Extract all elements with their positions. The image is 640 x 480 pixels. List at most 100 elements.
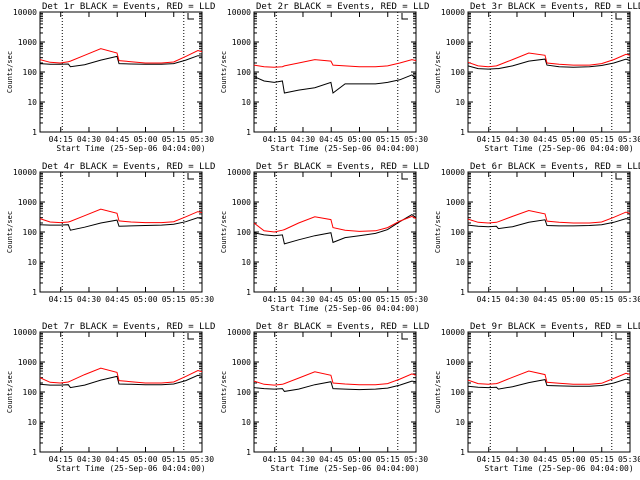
y-tick-label: 10000 bbox=[13, 8, 37, 17]
x-tick-label: 05:15 bbox=[590, 295, 614, 304]
x-tick-label: 05:30 bbox=[190, 135, 214, 144]
y-tick-label: 1000 bbox=[232, 38, 251, 47]
time-bracket-marker bbox=[401, 173, 408, 180]
y-tick-label: 1 bbox=[460, 448, 465, 457]
x-tick-label: 04:45 bbox=[319, 135, 343, 144]
plot-frame bbox=[253, 331, 417, 453]
y-tick-label: 1 bbox=[246, 128, 251, 137]
x-tick-label: 04:45 bbox=[533, 135, 557, 144]
x-tick-label: 04:45 bbox=[533, 455, 557, 464]
y-tick-label: 1000 bbox=[18, 198, 37, 207]
x-tick-label: 05:00 bbox=[133, 135, 157, 144]
y-tick-label: 10 bbox=[241, 98, 251, 107]
y-tick-label: 1000 bbox=[446, 198, 465, 207]
time-bracket-marker bbox=[187, 333, 194, 340]
y-tick-label: 10000 bbox=[13, 328, 37, 337]
events-series-line bbox=[39, 374, 203, 389]
x-tick-label: 05:00 bbox=[133, 295, 157, 304]
events-series-line bbox=[253, 74, 417, 94]
panel-8: Det 8r BLACK = Events, RED = LLD 1 10 100 10… bbox=[220, 322, 429, 473]
panel-title: Det 8r BLACK = Events, RED = LLD bbox=[256, 322, 429, 332]
events-series-line bbox=[467, 58, 631, 70]
events-series-line bbox=[253, 213, 417, 245]
time-bracket-marker bbox=[615, 173, 622, 180]
x-tick-label: 04:45 bbox=[533, 295, 557, 304]
y-tick-label: 10000 bbox=[441, 8, 465, 17]
y-tick-label: 10000 bbox=[227, 8, 251, 17]
panel-6: Det 6r BLACK = Events, RED = LLD 1 10 100 10… bbox=[434, 162, 640, 304]
y-axis-label: Counts/sec bbox=[220, 211, 228, 253]
time-bracket-marker bbox=[401, 333, 408, 340]
panel-title: Det 1r BLACK = Events, RED = LLD bbox=[42, 2, 215, 12]
y-tick-label: 10 bbox=[241, 258, 251, 267]
panel-title: Det 9r BLACK = Events, RED = LLD bbox=[470, 322, 640, 332]
panel-4: Det 4r BLACK = Events, RED = LLD 1 10 100 10… bbox=[6, 162, 215, 304]
y-tick-label: 10 bbox=[27, 418, 37, 427]
y-axis-label: Counts/sec bbox=[6, 371, 14, 413]
y-tick-label: 100 bbox=[237, 228, 252, 237]
x-tick-label: 05:30 bbox=[404, 455, 428, 464]
lld-series-line bbox=[467, 370, 631, 385]
x-axis-label: Start Time (25-Sep-06 04:04:00) bbox=[484, 464, 633, 473]
x-tick-label: 04:15 bbox=[263, 135, 287, 144]
x-tick-label: 04:45 bbox=[105, 455, 129, 464]
x-tick-label: 05:15 bbox=[590, 135, 614, 144]
x-tick-label: 05:00 bbox=[561, 455, 585, 464]
panel-2: Det 2r BLACK = Events, RED = LLD 1 10 100 10… bbox=[220, 2, 429, 153]
lld-series-line bbox=[39, 367, 203, 384]
y-tick-label: 100 bbox=[237, 388, 252, 397]
y-tick-label: 100 bbox=[237, 68, 252, 77]
y-tick-label: 10000 bbox=[13, 168, 37, 177]
time-bracket-marker bbox=[615, 13, 622, 20]
y-axis-label: Counts/sec bbox=[6, 51, 14, 93]
plot-frame bbox=[39, 331, 203, 453]
x-tick-label: 04:15 bbox=[263, 455, 287, 464]
lld-series-line bbox=[467, 52, 631, 68]
y-tick-label: 10 bbox=[241, 418, 251, 427]
x-tick-label: 04:15 bbox=[49, 455, 73, 464]
y-tick-label: 100 bbox=[451, 228, 466, 237]
y-tick-label: 1 bbox=[246, 288, 251, 297]
panel-title: Det 7r BLACK = Events, RED = LLD bbox=[42, 322, 215, 332]
y-tick-label: 10 bbox=[455, 258, 465, 267]
panel-5: Det 5r BLACK = Events, RED = LLD 1 10 100 10… bbox=[220, 162, 429, 313]
x-axis-label: Start Time (25-Sep-06 04:04:00) bbox=[270, 304, 419, 313]
x-axis-label: Start Time (25-Sep-06 04:04:00) bbox=[484, 144, 633, 153]
x-tick-label: 05:00 bbox=[347, 135, 371, 144]
y-axis-label: Counts/sec bbox=[6, 211, 14, 253]
panel-7: Det 7r BLACK = Events, RED = LLD 1 10 100 10… bbox=[6, 322, 215, 473]
y-axis-label: Counts/sec bbox=[220, 51, 228, 93]
events-series-line bbox=[39, 55, 203, 68]
lld-series-line bbox=[39, 208, 203, 224]
plot-frame bbox=[467, 171, 631, 293]
y-tick-label: 1 bbox=[246, 448, 251, 457]
x-tick-label: 04:30 bbox=[291, 295, 315, 304]
y-tick-label: 1000 bbox=[18, 358, 37, 367]
y-tick-label: 10000 bbox=[227, 168, 251, 177]
y-tick-label: 1 bbox=[32, 288, 37, 297]
y-tick-label: 1 bbox=[32, 448, 37, 457]
panel-title: Det 6r BLACK = Events, RED = LLD bbox=[470, 162, 640, 172]
x-tick-label: 04:30 bbox=[77, 455, 101, 464]
y-tick-label: 100 bbox=[451, 388, 466, 397]
x-axis-label: Start Time (25-Sep-06 04:04:00) bbox=[56, 464, 205, 473]
panel-title: Det 3r BLACK = Events, RED = LLD bbox=[470, 2, 640, 12]
x-tick-label: 05:30 bbox=[404, 135, 428, 144]
x-tick-label: 04:30 bbox=[77, 135, 101, 144]
x-tick-label: 05:15 bbox=[376, 295, 400, 304]
lld-series-line bbox=[39, 48, 203, 64]
y-tick-label: 1000 bbox=[232, 198, 251, 207]
x-tick-label: 05:30 bbox=[190, 295, 214, 304]
y-tick-label: 1000 bbox=[446, 358, 465, 367]
y-tick-label: 10000 bbox=[227, 328, 251, 337]
x-axis-label: Start Time (25-Sep-06 04:04:00) bbox=[270, 144, 419, 153]
y-axis-label: Counts/sec bbox=[220, 371, 228, 413]
plot-frame bbox=[253, 171, 417, 293]
y-tick-label: 10 bbox=[455, 418, 465, 427]
plot-frame bbox=[467, 11, 631, 133]
events-series-line bbox=[39, 217, 203, 231]
lld-series-line bbox=[467, 209, 631, 224]
x-axis-label: Start Time (25-Sep-06 04:04:00) bbox=[270, 464, 419, 473]
x-tick-label: 04:15 bbox=[477, 135, 501, 144]
